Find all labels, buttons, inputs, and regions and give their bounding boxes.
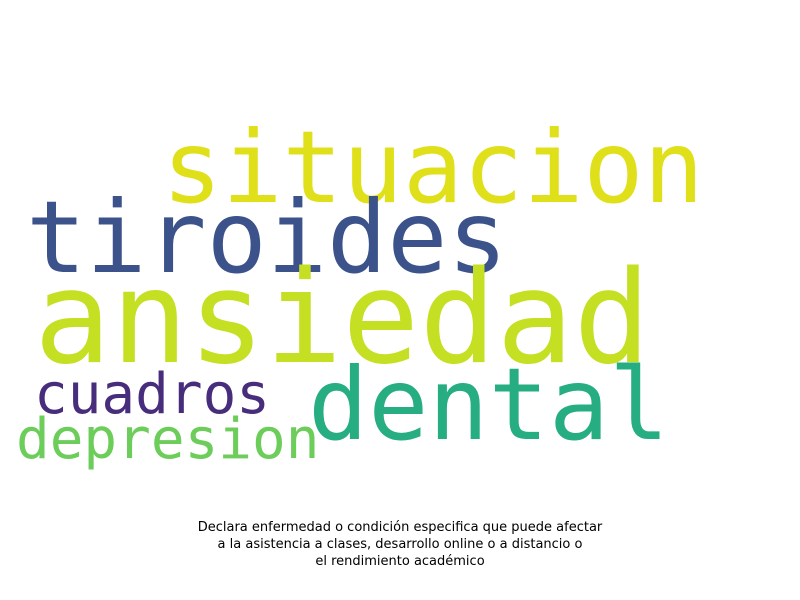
caption-line-3: el rendimiento académico	[315, 553, 485, 569]
word-dental: dental	[308, 346, 670, 463]
figure-caption: Declara enfermedad o condición especific…	[150, 520, 650, 571]
word-cuadros: cuadros	[34, 362, 271, 427]
caption-line-2: a la asistencia a clases, desarrollo onl…	[217, 536, 583, 552]
word-situacion: situacion	[162, 109, 704, 226]
word-ansiedad: ansiedad	[34, 244, 651, 393]
word-depresion: depresion	[16, 407, 320, 472]
word-tiroides: tiroides	[26, 179, 508, 296]
caption-line-1: Declara enfermedad o condición especific…	[197, 520, 603, 535]
